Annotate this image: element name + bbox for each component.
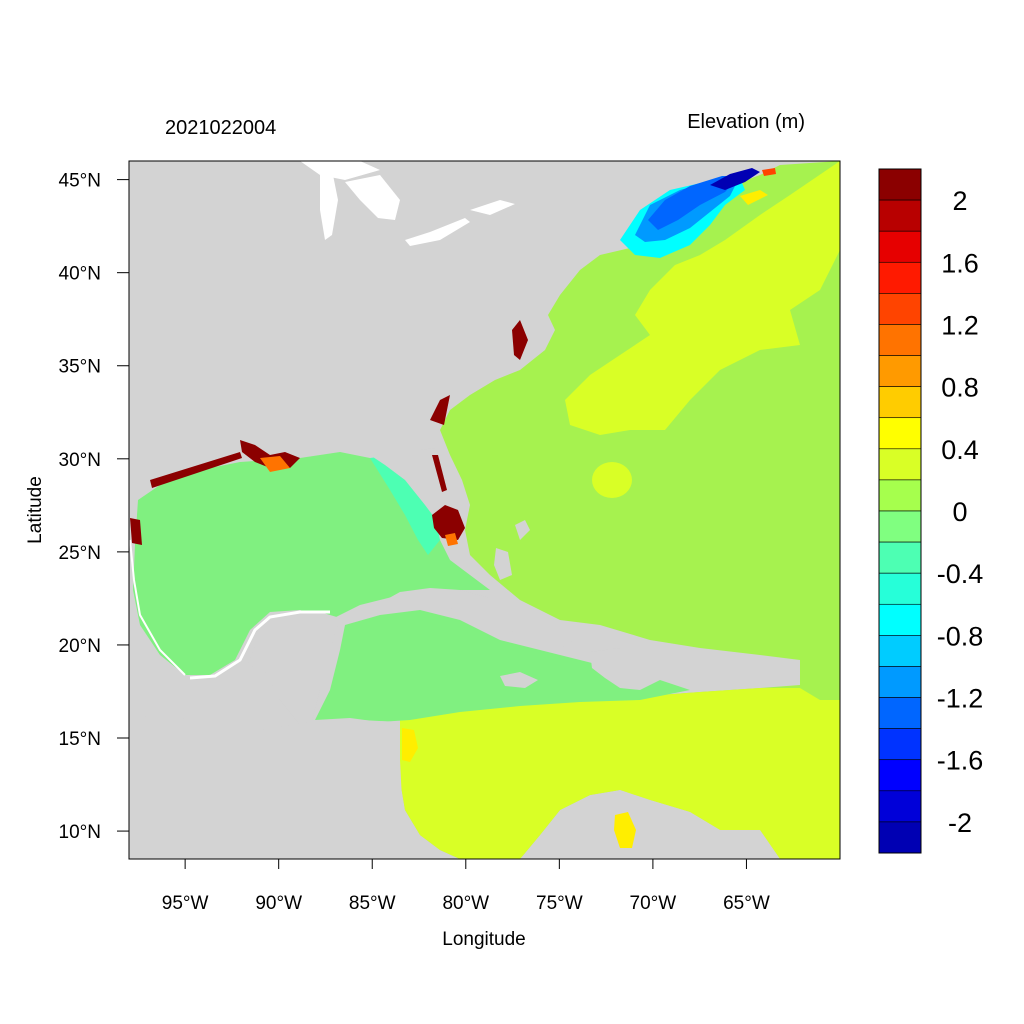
lake-huron xyxy=(345,175,400,220)
colorbar-labels: 2 1.6 1.2 0.8 0.4 0 -0.4 -0.8 -1.2 -1.6 -2 xyxy=(937,186,984,838)
colorbar-swatch-18 xyxy=(878,728,922,761)
colorbar-swatch-0 xyxy=(878,168,922,201)
cuba xyxy=(380,588,575,648)
lat-tick-label: 10°N xyxy=(59,822,101,843)
gulf-of-maine-blue xyxy=(648,176,740,230)
colorbar-swatch-19 xyxy=(878,759,922,792)
colorbar-swatch-10 xyxy=(878,479,922,512)
nova-scotia-orange xyxy=(762,168,776,176)
colorbar-label: 0 xyxy=(952,497,967,527)
timestamp-label: 2021022004 xyxy=(165,117,276,139)
lake-superior xyxy=(300,161,380,180)
florida-east-strip xyxy=(432,455,447,492)
cape-cod-yellow xyxy=(740,190,768,205)
y-axis-label: Latitude xyxy=(25,476,46,544)
bahamas-andros xyxy=(494,548,512,580)
colorbar-swatch-9 xyxy=(878,448,922,481)
colorbar-label: 1.2 xyxy=(941,310,979,340)
texas-coast-strip xyxy=(130,518,142,545)
colorbar-label: -0.8 xyxy=(937,621,984,651)
colorbar-label: 1.6 xyxy=(941,248,979,278)
colorbar-swatch-12 xyxy=(878,541,922,574)
lon-tick-label: 75°W xyxy=(536,893,583,914)
honduras-coast-highlight xyxy=(402,728,418,762)
lat-tick-label: 20°N xyxy=(59,636,101,657)
lake-erie xyxy=(405,218,470,246)
lat-tick-label: 35°N xyxy=(59,357,101,378)
lat-tick-label: 45°N xyxy=(59,171,101,192)
south-florida-surge xyxy=(432,505,465,540)
colorbar-swatch-1 xyxy=(878,199,922,232)
bahamas-abaco xyxy=(515,520,530,540)
lake-maracaibo xyxy=(614,812,636,848)
colorbar-label: 2 xyxy=(952,186,967,216)
colorbar-swatch-16 xyxy=(878,666,922,698)
colorbar-swatch-17 xyxy=(878,697,922,729)
colorbar-swatch-20 xyxy=(878,790,922,823)
yucatan-white-rim xyxy=(189,610,330,680)
colorbar-label: 0.8 xyxy=(941,373,979,403)
carolina-coast-strip xyxy=(512,320,528,360)
lon-tick-label: 90°W xyxy=(255,893,302,914)
colorbar xyxy=(878,168,922,854)
raised-area-north xyxy=(565,161,840,435)
lon-tick-label: 85°W xyxy=(349,893,396,914)
colorbar-swatch-13 xyxy=(878,572,922,605)
colorbar-frame xyxy=(878,168,922,854)
lon-tick-label: 65°W xyxy=(723,893,770,914)
gulf-west-rim xyxy=(129,539,186,676)
jamaica xyxy=(500,672,538,688)
colorbar-swatch-21 xyxy=(878,821,922,854)
gulf-coast-dark-strip xyxy=(150,452,242,488)
lake-michigan xyxy=(320,170,338,240)
colorbar-label: -1.6 xyxy=(937,746,984,776)
gulf-east-shelf xyxy=(370,455,440,555)
colorbar-label: 0.4 xyxy=(941,435,979,465)
map-frame xyxy=(128,160,841,860)
yucatan xyxy=(248,612,340,725)
bay-of-fundy-darkblue xyxy=(710,168,760,190)
louisiana-surge xyxy=(240,440,300,468)
louisiana-orange xyxy=(260,456,290,472)
colorbar-swatch-14 xyxy=(878,603,922,636)
colorbar-label: -2 xyxy=(948,808,972,838)
map-panel xyxy=(129,161,840,859)
colorbar-swatch-6 xyxy=(878,355,922,387)
lat-tick-label: 30°N xyxy=(59,450,101,471)
central-america xyxy=(129,715,430,859)
x-axis-label: Longitude xyxy=(442,929,525,950)
hispaniola xyxy=(590,648,685,690)
colorbar-swatch-8 xyxy=(878,417,922,450)
colorbar-swatch-11 xyxy=(878,510,922,543)
colorbar-swatch-4 xyxy=(878,293,922,325)
raised-blob xyxy=(592,462,632,498)
lon-tick-label: 95°W xyxy=(162,893,209,914)
variable-title: Elevation (m) xyxy=(687,111,805,133)
lat-tick-label: 25°N xyxy=(59,543,101,564)
caribbean-sea xyxy=(315,610,690,722)
longitude-axis: 95°W 90°W 85°W 80°W 75°W 70°W 65°W xyxy=(162,859,770,914)
colorbar-swatch-7 xyxy=(878,386,922,419)
lake-ontario xyxy=(470,200,515,215)
lat-tick-label: 15°N xyxy=(59,729,101,750)
colorbar-swatch-3 xyxy=(878,261,922,294)
lon-tick-label: 70°W xyxy=(630,893,677,914)
south-america xyxy=(520,790,780,859)
colorbar-label: -1.2 xyxy=(937,684,984,714)
georgia-coast-strip xyxy=(430,395,450,425)
latitude-axis: 45°N 40°N 35°N 30°N 25°N 20°N 15°N 10°N xyxy=(59,171,129,843)
colorbar-swatch-15 xyxy=(878,635,922,667)
colorbar-label: -0.4 xyxy=(937,559,984,589)
lon-tick-label: 80°W xyxy=(442,893,489,914)
colorbar-swatch-2 xyxy=(878,230,922,263)
puerto-rico xyxy=(705,674,735,684)
lat-tick-label: 40°N xyxy=(59,264,101,285)
raised-area-south xyxy=(400,688,840,859)
colorbar-swatch-5 xyxy=(878,324,922,356)
south-florida-orange xyxy=(445,533,458,546)
